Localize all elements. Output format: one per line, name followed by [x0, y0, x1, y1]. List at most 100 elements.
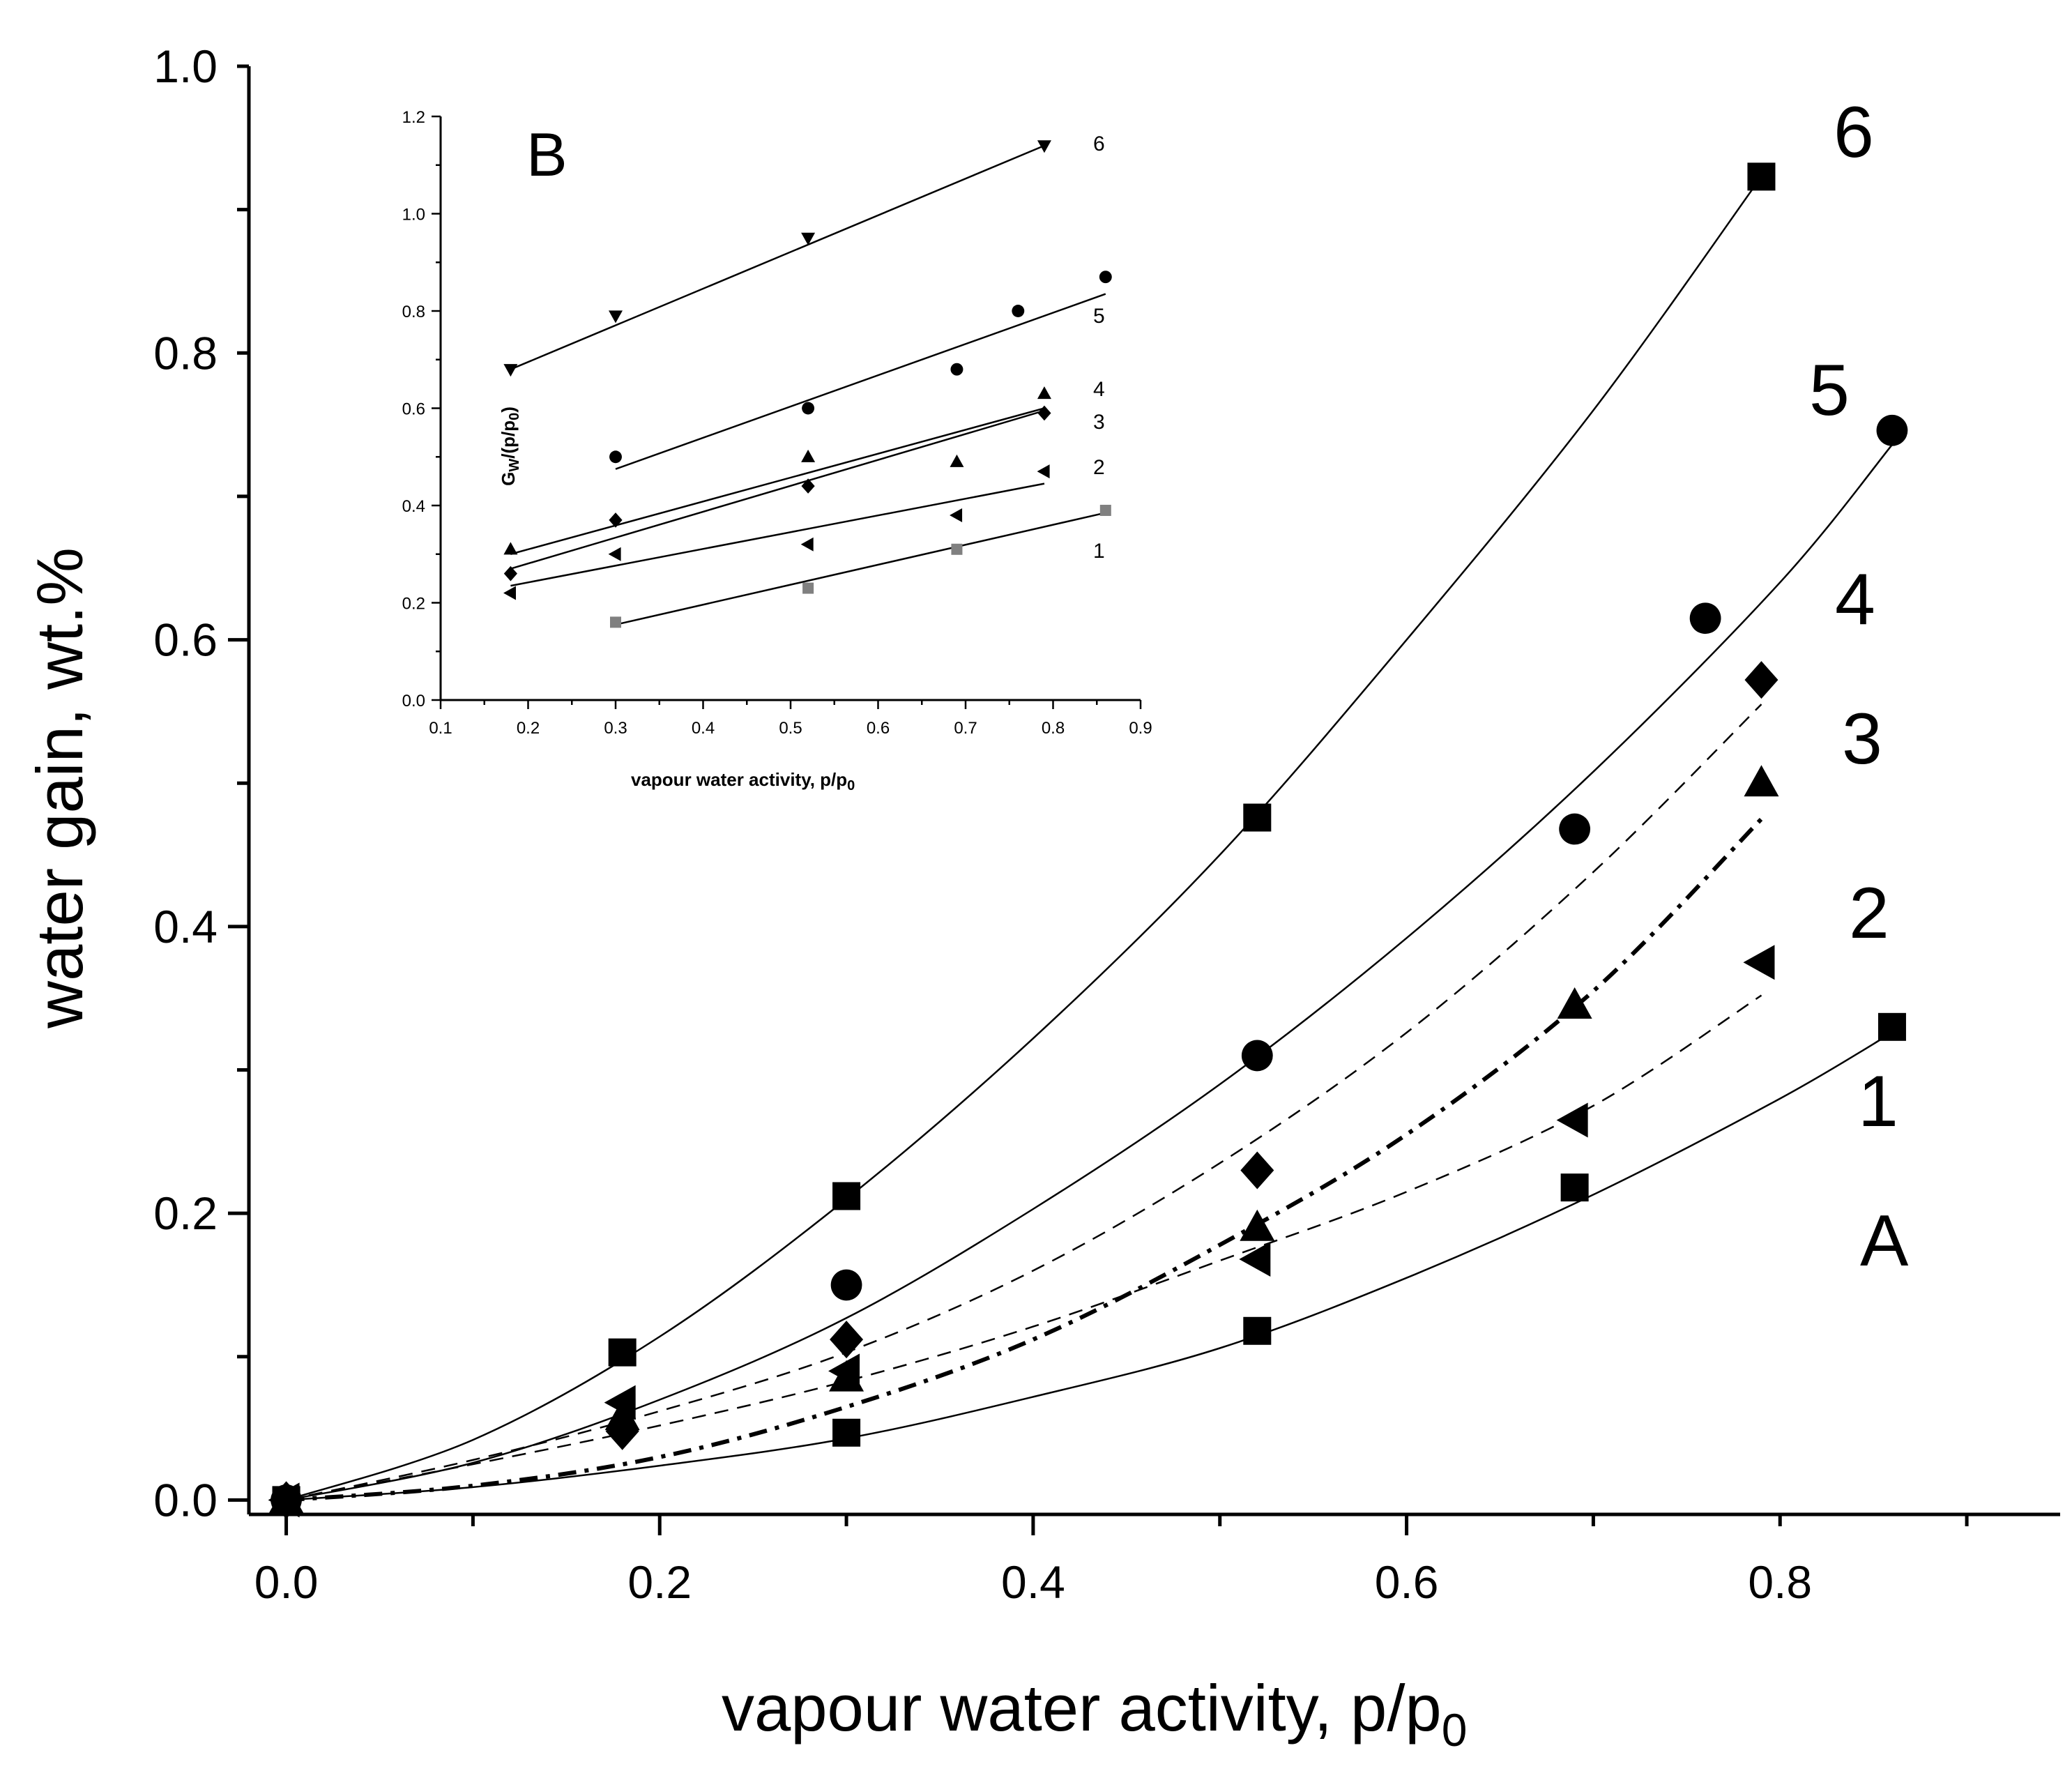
inset-point-series-3	[1037, 405, 1051, 421]
inset-series-label-1: 1	[1093, 540, 1105, 563]
inset-panel-letter: B	[526, 120, 567, 189]
main-fit-curve-5	[286, 444, 1893, 1501]
main-plot-frame	[247, 66, 2060, 1517]
main-point-series-5	[1689, 602, 1721, 634]
main-point-series-1	[1877, 1012, 1906, 1041]
inset-series-label-4: 4	[1093, 378, 1105, 401]
main-x-tick-label: 0.2	[627, 1556, 692, 1608]
main-point-series-6	[608, 1338, 637, 1367]
main-point-series-1	[1243, 1316, 1272, 1345]
inset-point-series-1	[802, 582, 814, 594]
inset-fit-line-4	[510, 407, 1045, 555]
main-fit-curve-3	[286, 817, 1763, 1503]
main-y-tick-label: 0.8	[153, 327, 218, 379]
inset-y-tick-label: 0.2	[402, 595, 425, 614]
main-point-series-3	[1744, 765, 1779, 797]
main-fit-curve-1	[286, 1031, 1893, 1501]
inset-x-axis-ticks: 0.1 0.2 0.3 0.4 0.5 0.6 0.7 0.8 0.9	[429, 700, 1152, 738]
main-x-tick-label: 0.0	[254, 1556, 319, 1608]
inset-point-series-2	[608, 547, 621, 561]
inset-x-tick-label: 0.7	[954, 719, 977, 738]
inset-data-points	[503, 140, 1112, 628]
inset-x-tick-label: 0.5	[779, 719, 802, 738]
inset-y-tick-label: 1.0	[402, 206, 425, 225]
inset-series-label-6: 6	[1093, 132, 1105, 155]
main-x-axis-ticks: 0.0 0.2 0.4 0.6 0.8	[254, 1514, 1969, 1608]
inset-fit-line-3	[510, 409, 1045, 570]
inset-x-tick-label: 0.1	[429, 719, 452, 738]
inset-point-series-2	[503, 586, 516, 600]
inset-point-series-6	[609, 310, 623, 324]
main-x-tick-label: 0.4	[1001, 1556, 1065, 1608]
main-fit-curve-4	[286, 704, 1762, 1501]
inset-y-axis-ticks: 0.0 0.2 0.4 0.6 0.8 1.0 1.2	[402, 108, 441, 710]
inset-point-series-5	[1012, 305, 1025, 317]
main-y-axis-ticks: 0.0 0.2 0.4 0.6 0.8 1.0	[153, 40, 249, 1526]
inset-x-tick-label: 0.8	[1042, 719, 1065, 738]
inset-x-tick-label: 0.9	[1129, 719, 1152, 738]
main-point-series-5	[1876, 414, 1908, 446]
inset-point-series-5	[609, 450, 622, 464]
inset-point-series-6	[503, 364, 518, 377]
inset-point-series-2	[800, 537, 814, 552]
main-point-series-6	[1747, 162, 1776, 191]
inset-point-series-6	[1037, 140, 1051, 153]
inset-point-series-5	[802, 402, 815, 415]
inset-series-label-2: 2	[1093, 456, 1105, 479]
main-point-series-2	[1556, 1102, 1588, 1138]
main-curve-label-6: 6	[1834, 92, 1874, 173]
main-panel-letter: A	[1860, 1201, 1909, 1282]
main-curve-label-3: 3	[1842, 699, 1882, 780]
main-x-axis-title: vapour water activity, p/p0	[722, 1671, 1467, 1756]
inset-point-series-1	[951, 543, 963, 555]
inset-point-series-3	[609, 512, 623, 528]
inset-point-series-2	[1037, 464, 1050, 479]
main-point-series-3	[1557, 987, 1592, 1019]
main-point-series-1	[1560, 1173, 1589, 1202]
inset-point-series-4	[1037, 386, 1051, 400]
main-point-series-6	[1243, 803, 1272, 832]
main-point-series-1	[832, 1418, 861, 1447]
main-y-tick-label: 0.0	[153, 1474, 218, 1526]
inset-point-series-1	[1099, 504, 1111, 516]
inset-point-series-1	[610, 616, 621, 628]
main-fit-curve-2	[286, 994, 1762, 1501]
inset-fit-line-2	[510, 482, 1045, 587]
inset-series-label-3: 3	[1093, 411, 1105, 434]
inset-fit-line-6	[510, 144, 1045, 370]
inset-x-tick-label: 0.6	[867, 719, 890, 738]
inset-point-series-2	[950, 508, 963, 522]
inset-fit-lines	[510, 144, 1106, 626]
main-x-tick-label: 0.6	[1375, 1556, 1439, 1608]
inset-point-series-4	[801, 449, 816, 462]
inset-y-tick-label: 0.4	[402, 497, 425, 516]
main-point-series-3	[1240, 1209, 1275, 1241]
inset-x-tick-label: 0.2	[517, 719, 540, 738]
inset-x-axis-title: vapour water activity, p/p0	[631, 769, 855, 793]
main-point-series-4	[830, 1321, 864, 1359]
inset-y-tick-label: 0.0	[402, 692, 425, 710]
main-x-tick-label: 0.8	[1748, 1556, 1812, 1608]
main-point-series-5	[1241, 1040, 1273, 1072]
inset-fit-line-5	[615, 293, 1106, 470]
inset-point-series-3	[801, 478, 815, 494]
inset-x-tick-label: 0.3	[604, 719, 627, 738]
main-point-series-4	[605, 1412, 639, 1450]
inset-y-axis-title: GW/(p/p0)	[498, 406, 522, 486]
main-y-axis-title: water gain, wt.%	[23, 547, 96, 1029]
main-point-series-5	[1559, 813, 1591, 845]
inset-series-labels: 1 2 3 4 5 6	[1093, 132, 1105, 563]
inset-y-tick-label: 0.8	[402, 303, 425, 321]
inset-y-tick-label: 0.6	[402, 400, 425, 419]
inset-y-tick-label: 1.2	[402, 108, 425, 127]
inset-x-tick-label: 0.4	[692, 719, 715, 738]
inset-point-series-3	[503, 565, 517, 582]
main-curve-label-1: 1	[1858, 1061, 1898, 1142]
inset-point-series-6	[801, 232, 816, 245]
main-fit-curves	[286, 176, 1893, 1503]
main-data-points	[268, 162, 1908, 1519]
main-fit-curve-6	[286, 176, 1762, 1501]
inset-point-series-5	[950, 363, 963, 376]
